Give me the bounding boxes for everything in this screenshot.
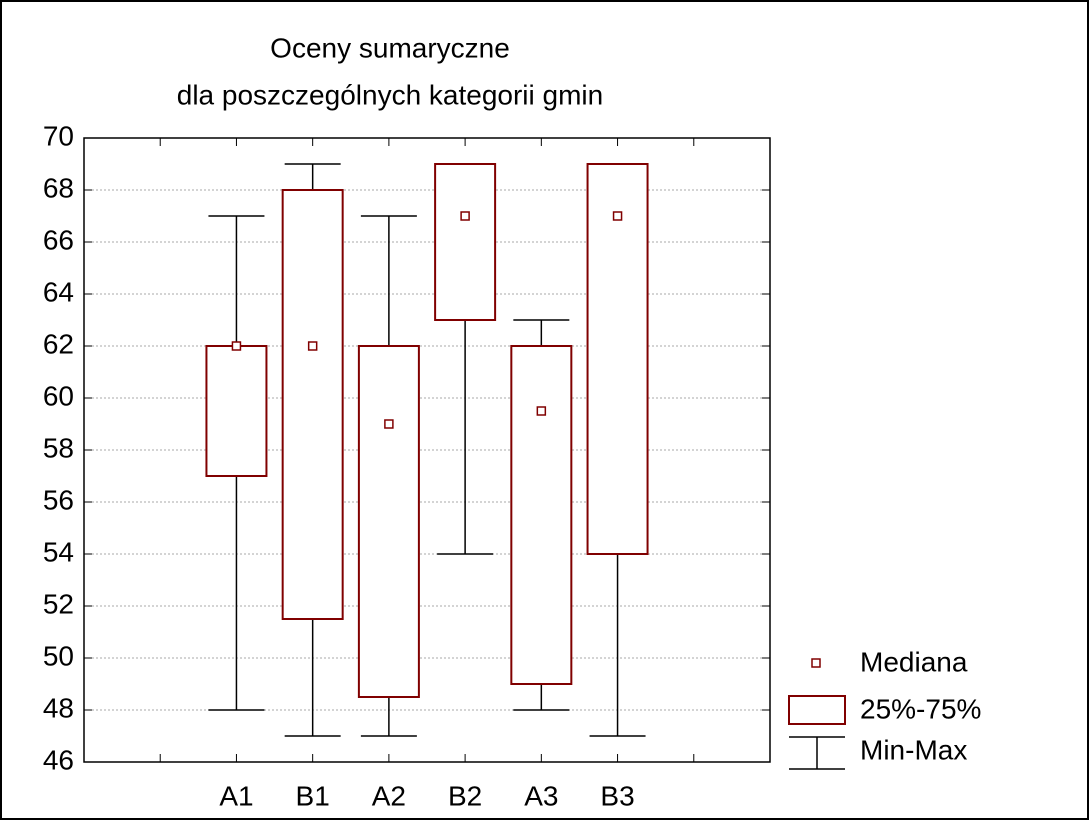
y-tick-label: 58 <box>43 432 74 463</box>
y-tick-label: 62 <box>43 328 74 359</box>
x-tick-label: A3 <box>524 780 558 811</box>
box <box>357 345 420 698</box>
median <box>536 406 547 416</box>
x-tick-label: B3 <box>600 780 634 811</box>
legend-box-icon <box>788 695 846 725</box>
box <box>510 345 573 685</box>
y-tick-label: 54 <box>43 536 74 567</box>
y-tick-label: 66 <box>43 224 74 255</box>
legend-label: Mediana <box>860 646 968 677</box>
y-tick-label: 46 <box>43 744 74 775</box>
median <box>384 419 394 429</box>
median <box>612 211 623 221</box>
box <box>205 345 268 477</box>
y-tick-label: 50 <box>43 640 74 671</box>
box <box>434 163 497 321</box>
x-tick-label: A2 <box>372 780 406 811</box>
y-tick-label: 70 <box>43 120 74 151</box>
median <box>307 341 318 351</box>
legend-label: Min-Max <box>860 734 967 765</box>
median <box>231 341 242 351</box>
y-tick-label: 56 <box>43 484 74 515</box>
x-tick-label: B1 <box>296 780 330 811</box>
box <box>586 163 649 555</box>
plot-frame <box>83 137 771 763</box>
y-tick-label: 48 <box>43 692 74 723</box>
legend-median-icon <box>811 658 821 668</box>
x-tick-label: A1 <box>219 780 253 811</box>
chart-title: dla poszczególnych kategorii gmin <box>177 79 603 110</box>
y-tick-label: 68 <box>43 172 74 203</box>
chart-title: Oceny sumaryczne <box>270 32 510 63</box>
median <box>460 211 470 221</box>
y-tick-label: 64 <box>43 276 74 307</box>
y-tick-label: 60 <box>43 380 74 411</box>
legend-label: 25%-75% <box>860 693 981 724</box>
y-tick-label: 52 <box>43 588 74 619</box>
box <box>281 189 344 620</box>
x-tick-label: B2 <box>448 780 482 811</box>
